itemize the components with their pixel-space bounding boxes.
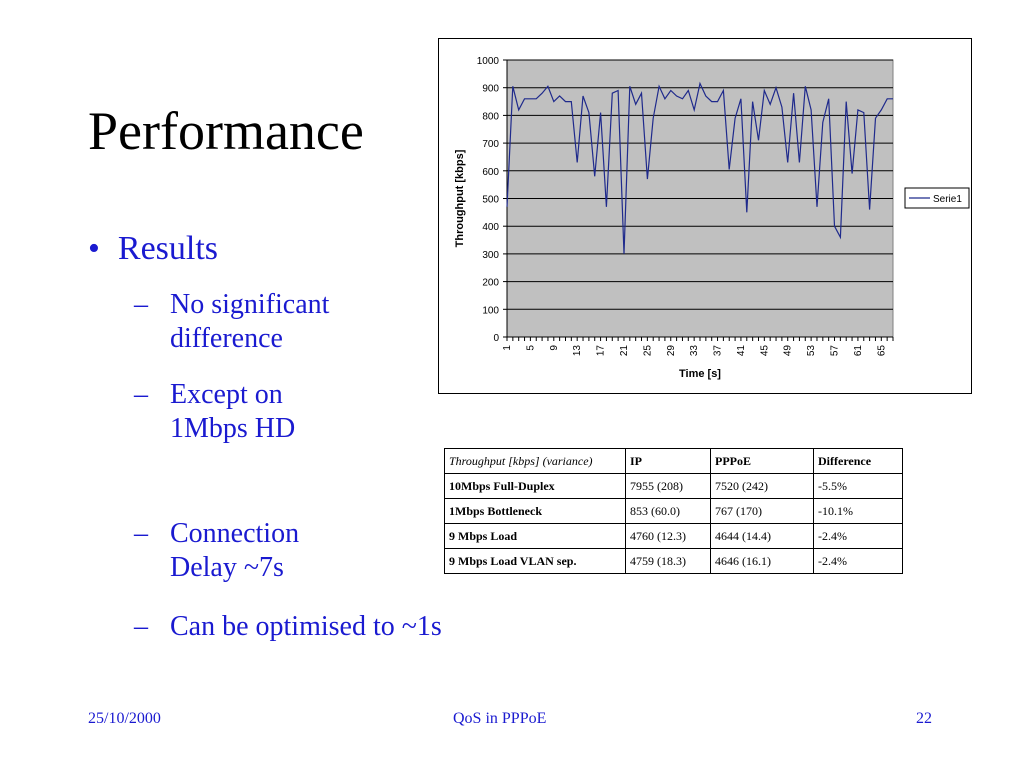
- y-tick-label: 800: [482, 111, 499, 122]
- x-tick-label: 29: [666, 345, 677, 357]
- x-tick-label: 21: [619, 345, 630, 357]
- series-line: [506, 81, 893, 254]
- footer-title: QoS in PPPoE: [453, 710, 547, 727]
- y-tick-label: 700: [482, 139, 499, 150]
- table-cell-pppoe: 7520 (242): [710, 473, 814, 499]
- x-tick-label: 9: [549, 345, 560, 351]
- table-cell-difference: -2.4%: [813, 523, 903, 549]
- table-cell-ip: 4759 (18.3): [625, 548, 711, 574]
- y-tick-label: 900: [482, 84, 499, 95]
- x-tick-label: 13: [572, 345, 583, 357]
- results-table: Throughput [kbps] (variance) IP PPPoE Di…: [444, 448, 903, 574]
- table-row: 9 Mbps Load VLAN sep. 4759 (18.3) 4646 (…: [444, 548, 903, 574]
- x-tick-label: 25: [642, 345, 653, 357]
- table-cell-ip: 4760 (12.3): [625, 523, 711, 549]
- legend-box: [904, 187, 970, 209]
- x-tick-label: 37: [713, 345, 724, 357]
- subbullet-4-dash: –: [134, 611, 148, 642]
- footer-page-number: 22: [916, 710, 932, 727]
- x-tick-label: 65: [876, 345, 887, 357]
- footer-date: 25/10/2000: [88, 710, 161, 727]
- y-tick-label: 300: [482, 250, 499, 261]
- bullet-results: • Results: [88, 230, 218, 268]
- subbullet-3-line-2: Delay ~7s: [170, 552, 284, 583]
- table-cell-ip: 7955 (208): [625, 473, 711, 499]
- subbullet-2-line-1: Except on: [170, 379, 283, 410]
- x-tick-label: 41: [736, 345, 747, 357]
- subbullet-3-line-1: Connection: [170, 518, 300, 549]
- y-tick-label: 600: [482, 167, 499, 178]
- throughput-chart: 0 100 200 300 400 500 600 700 800 900 1000 1 5 9 13 17 2…: [438, 38, 972, 394]
- results-table-header-row: Throughput [kbps] (variance) IP PPPoE Di…: [444, 448, 903, 474]
- bullet-results-label: Results: [117, 230, 219, 267]
- slide-title: Performance: [88, 101, 364, 161]
- y-axis-label: Throughput [kbps]: [454, 149, 466, 247]
- table-cell-label: 10Mbps Full-Duplex: [444, 473, 626, 499]
- x-tick-label: 1: [502, 345, 513, 351]
- y-tick-label: 100: [482, 305, 499, 316]
- table-row: 1Mbps Bottleneck 853 (60.0) 767 (170) -1…: [444, 498, 903, 524]
- results-table-header-pppoe: PPPoE: [710, 448, 814, 474]
- results-table-header-metric: Throughput [kbps] (variance): [444, 448, 626, 474]
- subbullet-1-line-1: No significant: [170, 289, 330, 320]
- legend-label: Serie1: [933, 194, 962, 205]
- y-tick-label: 0: [493, 333, 499, 344]
- table-row: 10Mbps Full-Duplex 7955 (208) 7520 (242)…: [444, 473, 903, 499]
- bullet-dot: •: [88, 230, 100, 267]
- y-tick-label: 500: [482, 195, 499, 206]
- subbullet-4-line-1: Can be optimised to ~1s: [170, 611, 442, 642]
- x-tick-label: 53: [806, 345, 817, 357]
- results-table-header-difference: Difference: [813, 448, 903, 474]
- x-tick-label: 33: [689, 345, 700, 357]
- x-tick-label: 57: [830, 345, 841, 357]
- x-tick-label: 49: [783, 345, 794, 357]
- table-cell-difference: -2.4%: [813, 548, 903, 574]
- subbullet-2-dash: –: [134, 379, 148, 410]
- throughput-chart-svg: 0 100 200 300 400 500 600 700 800 900 1000 1 5 9 13 17 2…: [454, 56, 970, 380]
- results-table-header-ip: IP: [625, 448, 711, 474]
- x-axis-label: Time [s]: [679, 368, 721, 380]
- y-tick-label: 200: [482, 278, 499, 289]
- subbullet-2-line-2: 1Mbps HD: [170, 413, 296, 444]
- subbullet-1-dash: –: [134, 289, 148, 320]
- x-tick-label: 17: [596, 345, 607, 357]
- table-cell-difference: -10.1%: [813, 498, 903, 524]
- subbullet-1-line-2: difference: [170, 323, 283, 354]
- y-tick-label: 1000: [477, 56, 500, 67]
- table-row: 9 Mbps Load 4760 (12.3) 4644 (14.4) -2.4…: [444, 523, 903, 549]
- table-cell-label: 9 Mbps Load VLAN sep.: [444, 548, 626, 574]
- table-cell-difference: -5.5%: [813, 473, 903, 499]
- table-cell-label: 1Mbps Bottleneck: [444, 498, 626, 524]
- table-cell-ip: 853 (60.0): [625, 498, 711, 524]
- x-tick-label: 45: [759, 345, 770, 357]
- table-cell-pppoe: 4646 (16.1): [710, 548, 814, 574]
- x-tick-label: 61: [853, 345, 864, 357]
- x-tick-label: 5: [525, 345, 536, 351]
- table-cell-label: 9 Mbps Load: [444, 523, 626, 549]
- table-cell-pppoe: 767 (170): [710, 498, 814, 524]
- subbullet-3-dash: –: [134, 518, 148, 549]
- table-cell-pppoe: 4644 (14.4): [710, 523, 814, 549]
- y-tick-label: 400: [482, 222, 499, 233]
